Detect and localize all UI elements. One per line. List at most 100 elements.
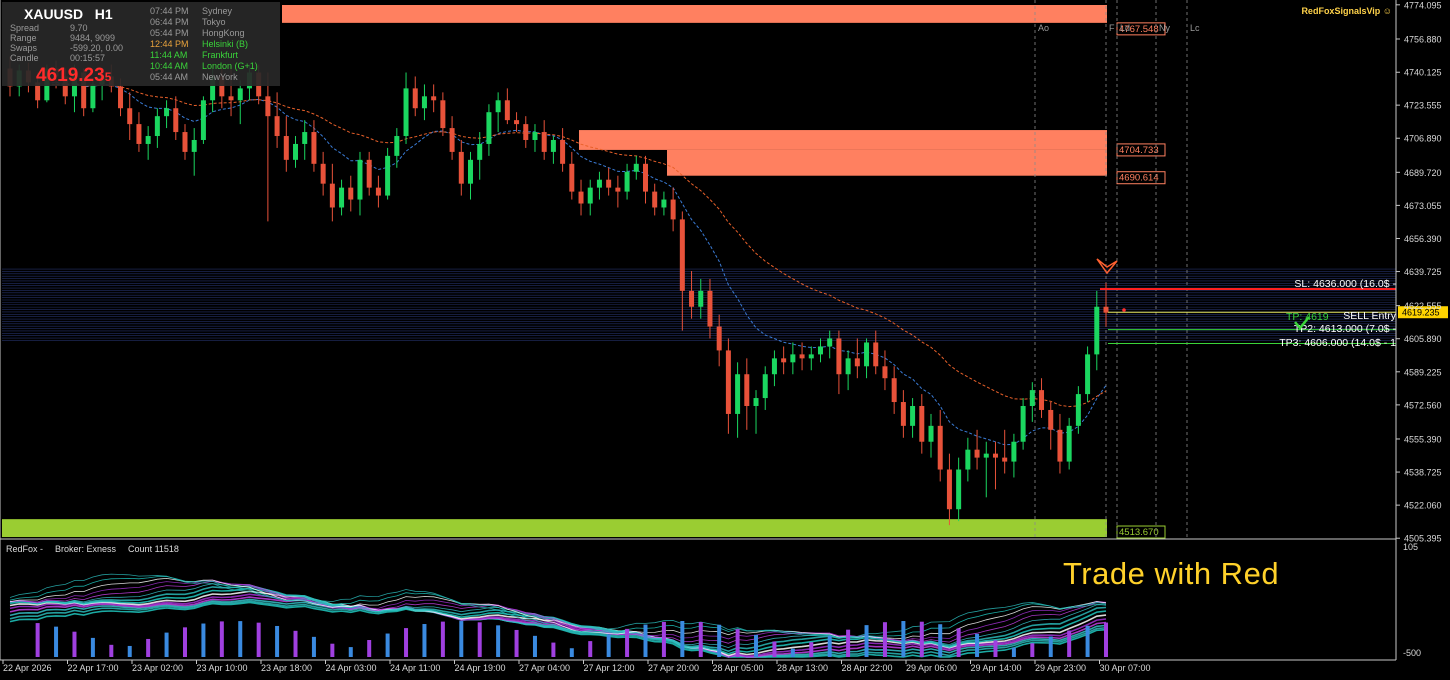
histogram-bar — [993, 640, 998, 657]
candle-body — [965, 449, 971, 470]
x-tick-label: 27 Apr 12:00 — [584, 663, 635, 673]
histogram-bar — [1085, 625, 1090, 657]
candle-body — [550, 139, 556, 152]
subwindow-indicator: 105 -500 — [9, 542, 1421, 658]
entry-label: SELL Entry — [1343, 310, 1396, 322]
candle-body — [606, 179, 612, 188]
current-price: 4619.235 — [36, 65, 112, 86]
y-tick-label: 4723.555 — [1404, 101, 1442, 111]
candle-timer-row: Candle 00:15:57 — [10, 53, 106, 63]
zone-label-box — [1116, 525, 1166, 539]
session-row: 10:44 AM London (G+1) — [150, 61, 258, 71]
zone-label: 4767.548 — [1119, 24, 1159, 35]
histogram-bar — [588, 641, 593, 657]
candle-body — [274, 116, 280, 137]
session-time: 07:44 PM — [150, 6, 189, 16]
zone-label-box — [1116, 143, 1166, 157]
candle-body — [1057, 429, 1063, 462]
y-tick-label: 4605.890 — [1404, 334, 1442, 344]
candle-body — [974, 449, 980, 458]
candle-body — [440, 100, 446, 129]
candle-body — [1011, 441, 1017, 462]
session-row: 06:44 PM Tokyo — [150, 17, 226, 27]
histogram-bar — [146, 638, 151, 657]
x-tick-label: 24 Apr 19:00 — [455, 663, 506, 673]
candle-body — [735, 374, 741, 414]
range-row: Range 9484, 9099 — [10, 33, 116, 43]
candle-body — [891, 378, 897, 403]
histogram-bar — [809, 642, 814, 657]
session-time: 10:44 AM — [150, 61, 189, 71]
candle-body — [81, 72, 87, 109]
candle-body — [394, 136, 400, 156]
y-tick-label: 4622.555 — [1404, 301, 1442, 311]
candle-body — [900, 402, 906, 426]
candle-body — [1066, 425, 1072, 462]
candle-body — [339, 187, 345, 208]
candle-body — [845, 358, 851, 375]
histogram-bar — [754, 634, 759, 657]
x-tick-label: 29 Apr 23:00 — [1035, 663, 1086, 673]
y-tick-label: 4538.725 — [1404, 468, 1442, 478]
histogram-bar — [606, 634, 611, 657]
x-tick-label: 29 Apr 14:00 — [971, 663, 1022, 673]
candle-body — [1029, 390, 1035, 406]
session-marker: Lc — [1190, 23, 1200, 33]
zone-resistance — [667, 149, 1107, 176]
overlay-slogan: Trade with Red — [1063, 556, 1280, 591]
candle-body — [808, 354, 814, 359]
candle-body — [154, 116, 160, 137]
current-price-label: 4619.235 — [1402, 308, 1440, 318]
histogram-bar — [256, 622, 261, 657]
histogram-bar — [772, 641, 777, 657]
histogram-bar — [901, 621, 906, 657]
candle-body — [283, 136, 289, 160]
histogram-bar — [882, 622, 887, 657]
candle-body — [919, 405, 925, 442]
histogram-bar — [975, 633, 980, 657]
histogram-bar — [367, 640, 372, 657]
candle-body — [698, 290, 704, 307]
candle-body — [486, 112, 492, 144]
candle-body — [127, 108, 133, 125]
candle-body — [790, 354, 796, 363]
y-tick-label: 4740.125 — [1404, 68, 1442, 78]
session-row: 11:44 AM Frankfurt — [150, 50, 238, 60]
histogram-bar — [919, 621, 924, 657]
candle-body — [219, 76, 225, 97]
candle-body — [200, 100, 206, 140]
histogram-bar — [680, 621, 685, 657]
session-time: 06:44 PM — [150, 17, 189, 27]
candle-body — [504, 100, 510, 121]
histogram-bar — [1030, 643, 1035, 657]
candle-body — [781, 358, 787, 363]
histogram-bar — [385, 633, 390, 657]
candle-body — [62, 76, 68, 97]
candle-body — [882, 366, 888, 379]
spread-row: Spread 9.70 — [10, 23, 88, 33]
candle-body — [817, 346, 823, 355]
candle-body — [587, 187, 593, 204]
current-price-box — [1398, 306, 1448, 319]
x-tick-label: 23 Apr 02:00 — [132, 663, 183, 673]
session-time: 05:44 AM — [150, 72, 189, 82]
histogram-bar — [956, 628, 961, 657]
zone-support — [2, 519, 1107, 538]
candle-body — [771, 358, 777, 375]
y-tick-label: 4689.720 — [1404, 168, 1442, 178]
candle-body — [1048, 409, 1054, 430]
y-tick-label: 4639.725 — [1404, 267, 1442, 277]
histogram-bar — [238, 621, 243, 657]
candle-body — [1094, 306, 1100, 355]
candles-layer — [7, 56, 1109, 526]
brand-label: RedFoxSignalsVip ☺ — [1301, 6, 1392, 16]
candle-body — [541, 132, 547, 152]
x-tick-label: 27 Apr 04:00 — [519, 663, 570, 673]
histogram-bar — [496, 625, 501, 657]
histogram-bar — [348, 647, 353, 657]
histogram-bar — [1067, 630, 1072, 657]
candle-body — [228, 96, 234, 101]
session-name: London (G+1) — [202, 61, 258, 71]
histogram-bar — [330, 643, 335, 657]
